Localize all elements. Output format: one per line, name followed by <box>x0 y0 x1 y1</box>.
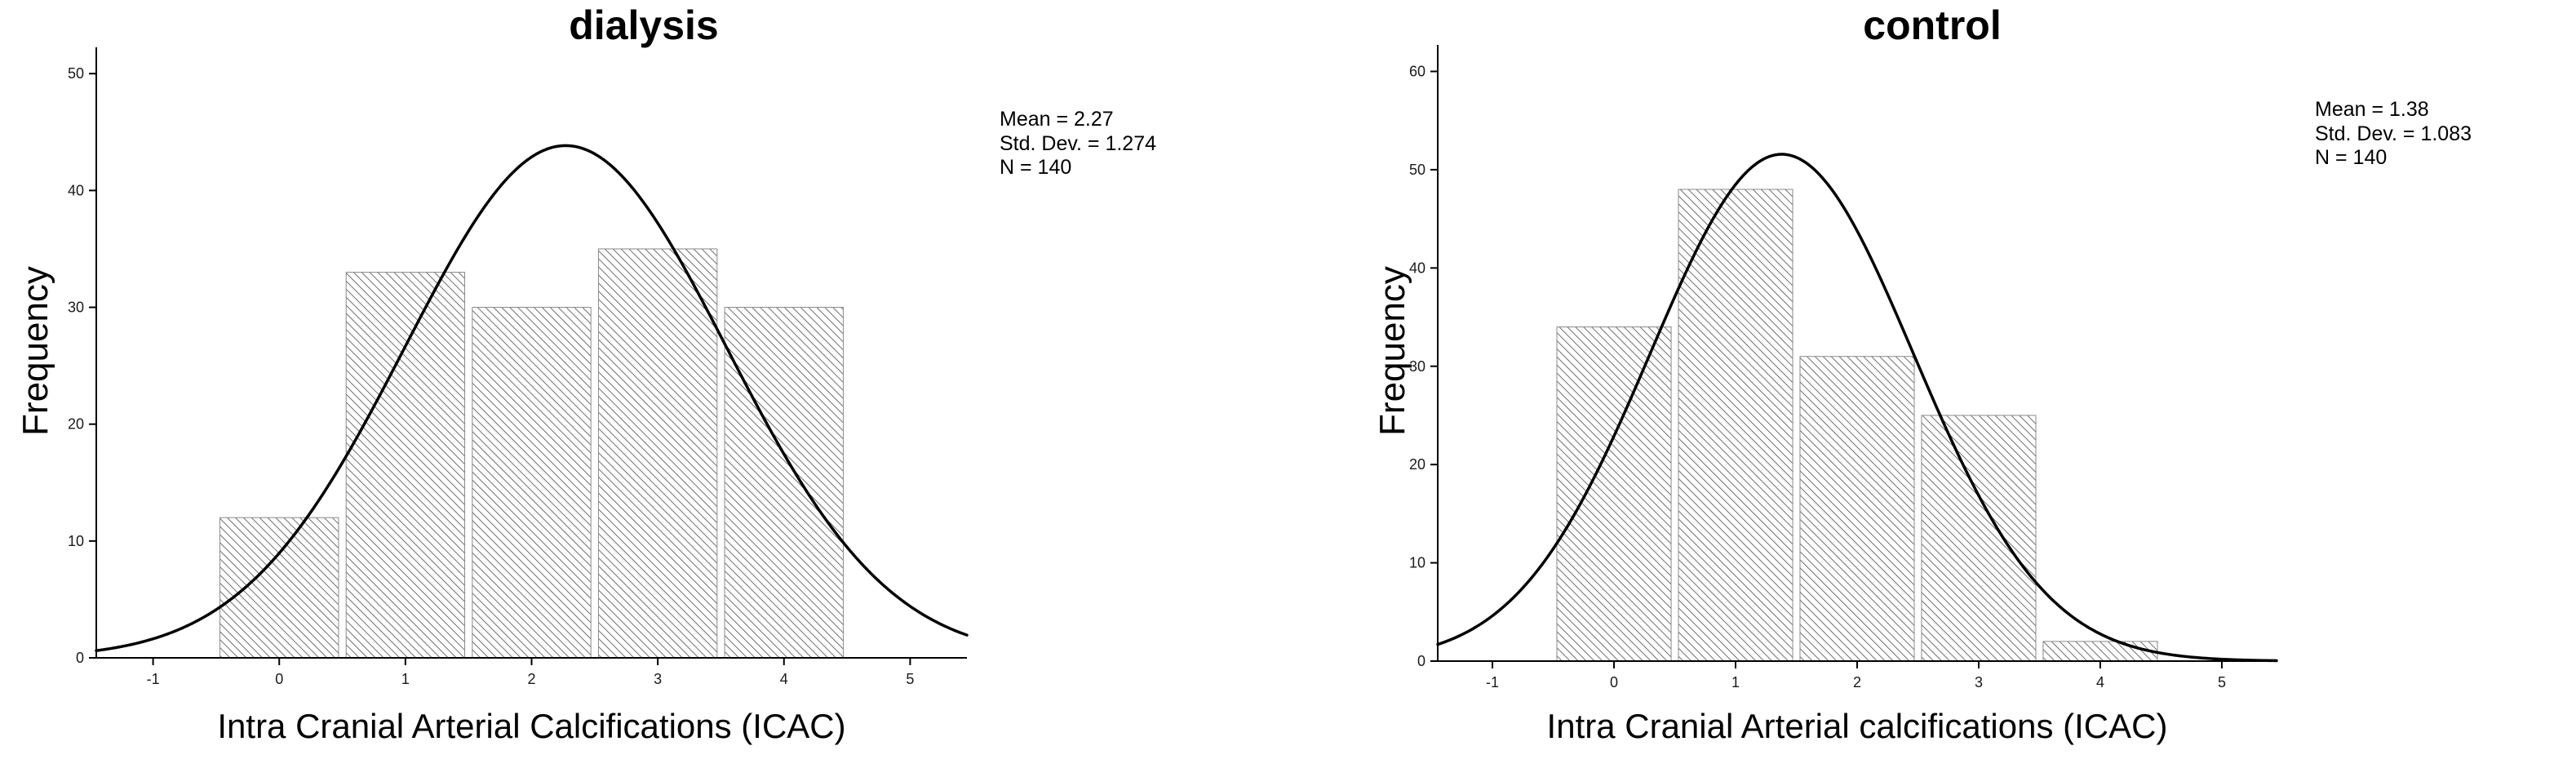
histogram-bar <box>345 272 466 659</box>
x-tick-label: 4 <box>780 671 788 687</box>
x-tick-label: -1 <box>147 671 160 687</box>
y-tick-label: 50 <box>1409 162 1425 178</box>
stats-annotation: Mean = 1.38 Std. Dev. = 1.083 N = 140 <box>2315 98 2472 171</box>
x-tick-label: 1 <box>1731 674 1740 690</box>
y-tick-label: 10 <box>68 533 84 549</box>
normal-curve <box>1436 153 2278 663</box>
x-tick-label: 1 <box>401 671 410 687</box>
chart-title-control: control <box>1863 2 2002 48</box>
y-tick-label: 0 <box>1417 653 1425 669</box>
histogram-bar <box>1678 189 1793 662</box>
y-tick-label: 40 <box>68 182 84 198</box>
stat-n: N = 140 <box>1000 156 1072 179</box>
histogram-bar <box>597 248 718 659</box>
y-tick-label: 10 <box>1409 555 1425 571</box>
histogram-bar <box>1921 415 2037 662</box>
histogram-bar <box>219 517 339 659</box>
histogram-bar <box>472 307 592 659</box>
x-tick-label: 3 <box>654 671 662 687</box>
stat-std-dev: Std. Dev. = 1.274 <box>1000 131 1157 155</box>
histogram-bar <box>1556 326 1672 662</box>
x-tick-label: -1 <box>1486 674 1499 690</box>
y-tick-label: 50 <box>68 65 84 82</box>
stat-n: N = 140 <box>2315 146 2388 169</box>
stat-mean: Mean = 2.27 <box>1000 108 1114 131</box>
x-tick-label: 0 <box>275 671 283 687</box>
stat-std-dev: Std. Dev. = 1.083 <box>2315 122 2472 145</box>
chart-panel-control: -1 0 1 2 3 4 5 0 10 20 30 40 50 60 control Frequency … <box>1288 0 2576 777</box>
y-tick-label: 20 <box>68 416 84 433</box>
y-axis-label: Frequency <box>16 266 55 436</box>
x-tick-label: 5 <box>906 671 914 687</box>
stats-annotation: Mean = 2.27 Std. Dev. = 1.274 N = 140 <box>1000 108 1156 180</box>
histogram-bars <box>1556 189 2158 662</box>
y-tick-label: 30 <box>68 300 84 316</box>
y-axis-label: Frequency <box>1372 266 1412 436</box>
y-tick-label: 30 <box>1409 358 1425 375</box>
x-tick-label: 0 <box>1610 674 1618 690</box>
y-tick-label: 40 <box>1409 260 1425 276</box>
x-tick-label: 2 <box>1853 674 1861 690</box>
x-tick-label: 2 <box>527 671 535 687</box>
y-tick-label: 20 <box>1409 456 1425 473</box>
histogram-bars <box>219 248 844 659</box>
x-tick-label: 3 <box>1975 674 1983 690</box>
histogram-bar <box>724 307 844 659</box>
x-axis-label: Intra Cranial Arterial Calcifications (I… <box>217 707 846 745</box>
chart-panel-dialysis: -1 0 1 2 3 4 5 0 10 20 30 40 50 dialysis Frequency M… <box>16 2 1156 745</box>
histogram-bar <box>1799 356 1915 662</box>
y-tick-label: 0 <box>76 650 84 666</box>
y-tick-label: 60 <box>1409 64 1425 80</box>
chart-title-dialysis: dialysis <box>569 2 719 48</box>
x-tick-label: 4 <box>2096 674 2104 690</box>
normal-curve <box>95 144 969 652</box>
x-axis-label: Intra Cranial Arterial calcifications (I… <box>1546 707 2168 745</box>
x-tick-label: 5 <box>2218 674 2226 690</box>
histogram-bar <box>2042 641 2158 662</box>
stat-mean: Mean = 1.38 <box>2315 98 2429 121</box>
